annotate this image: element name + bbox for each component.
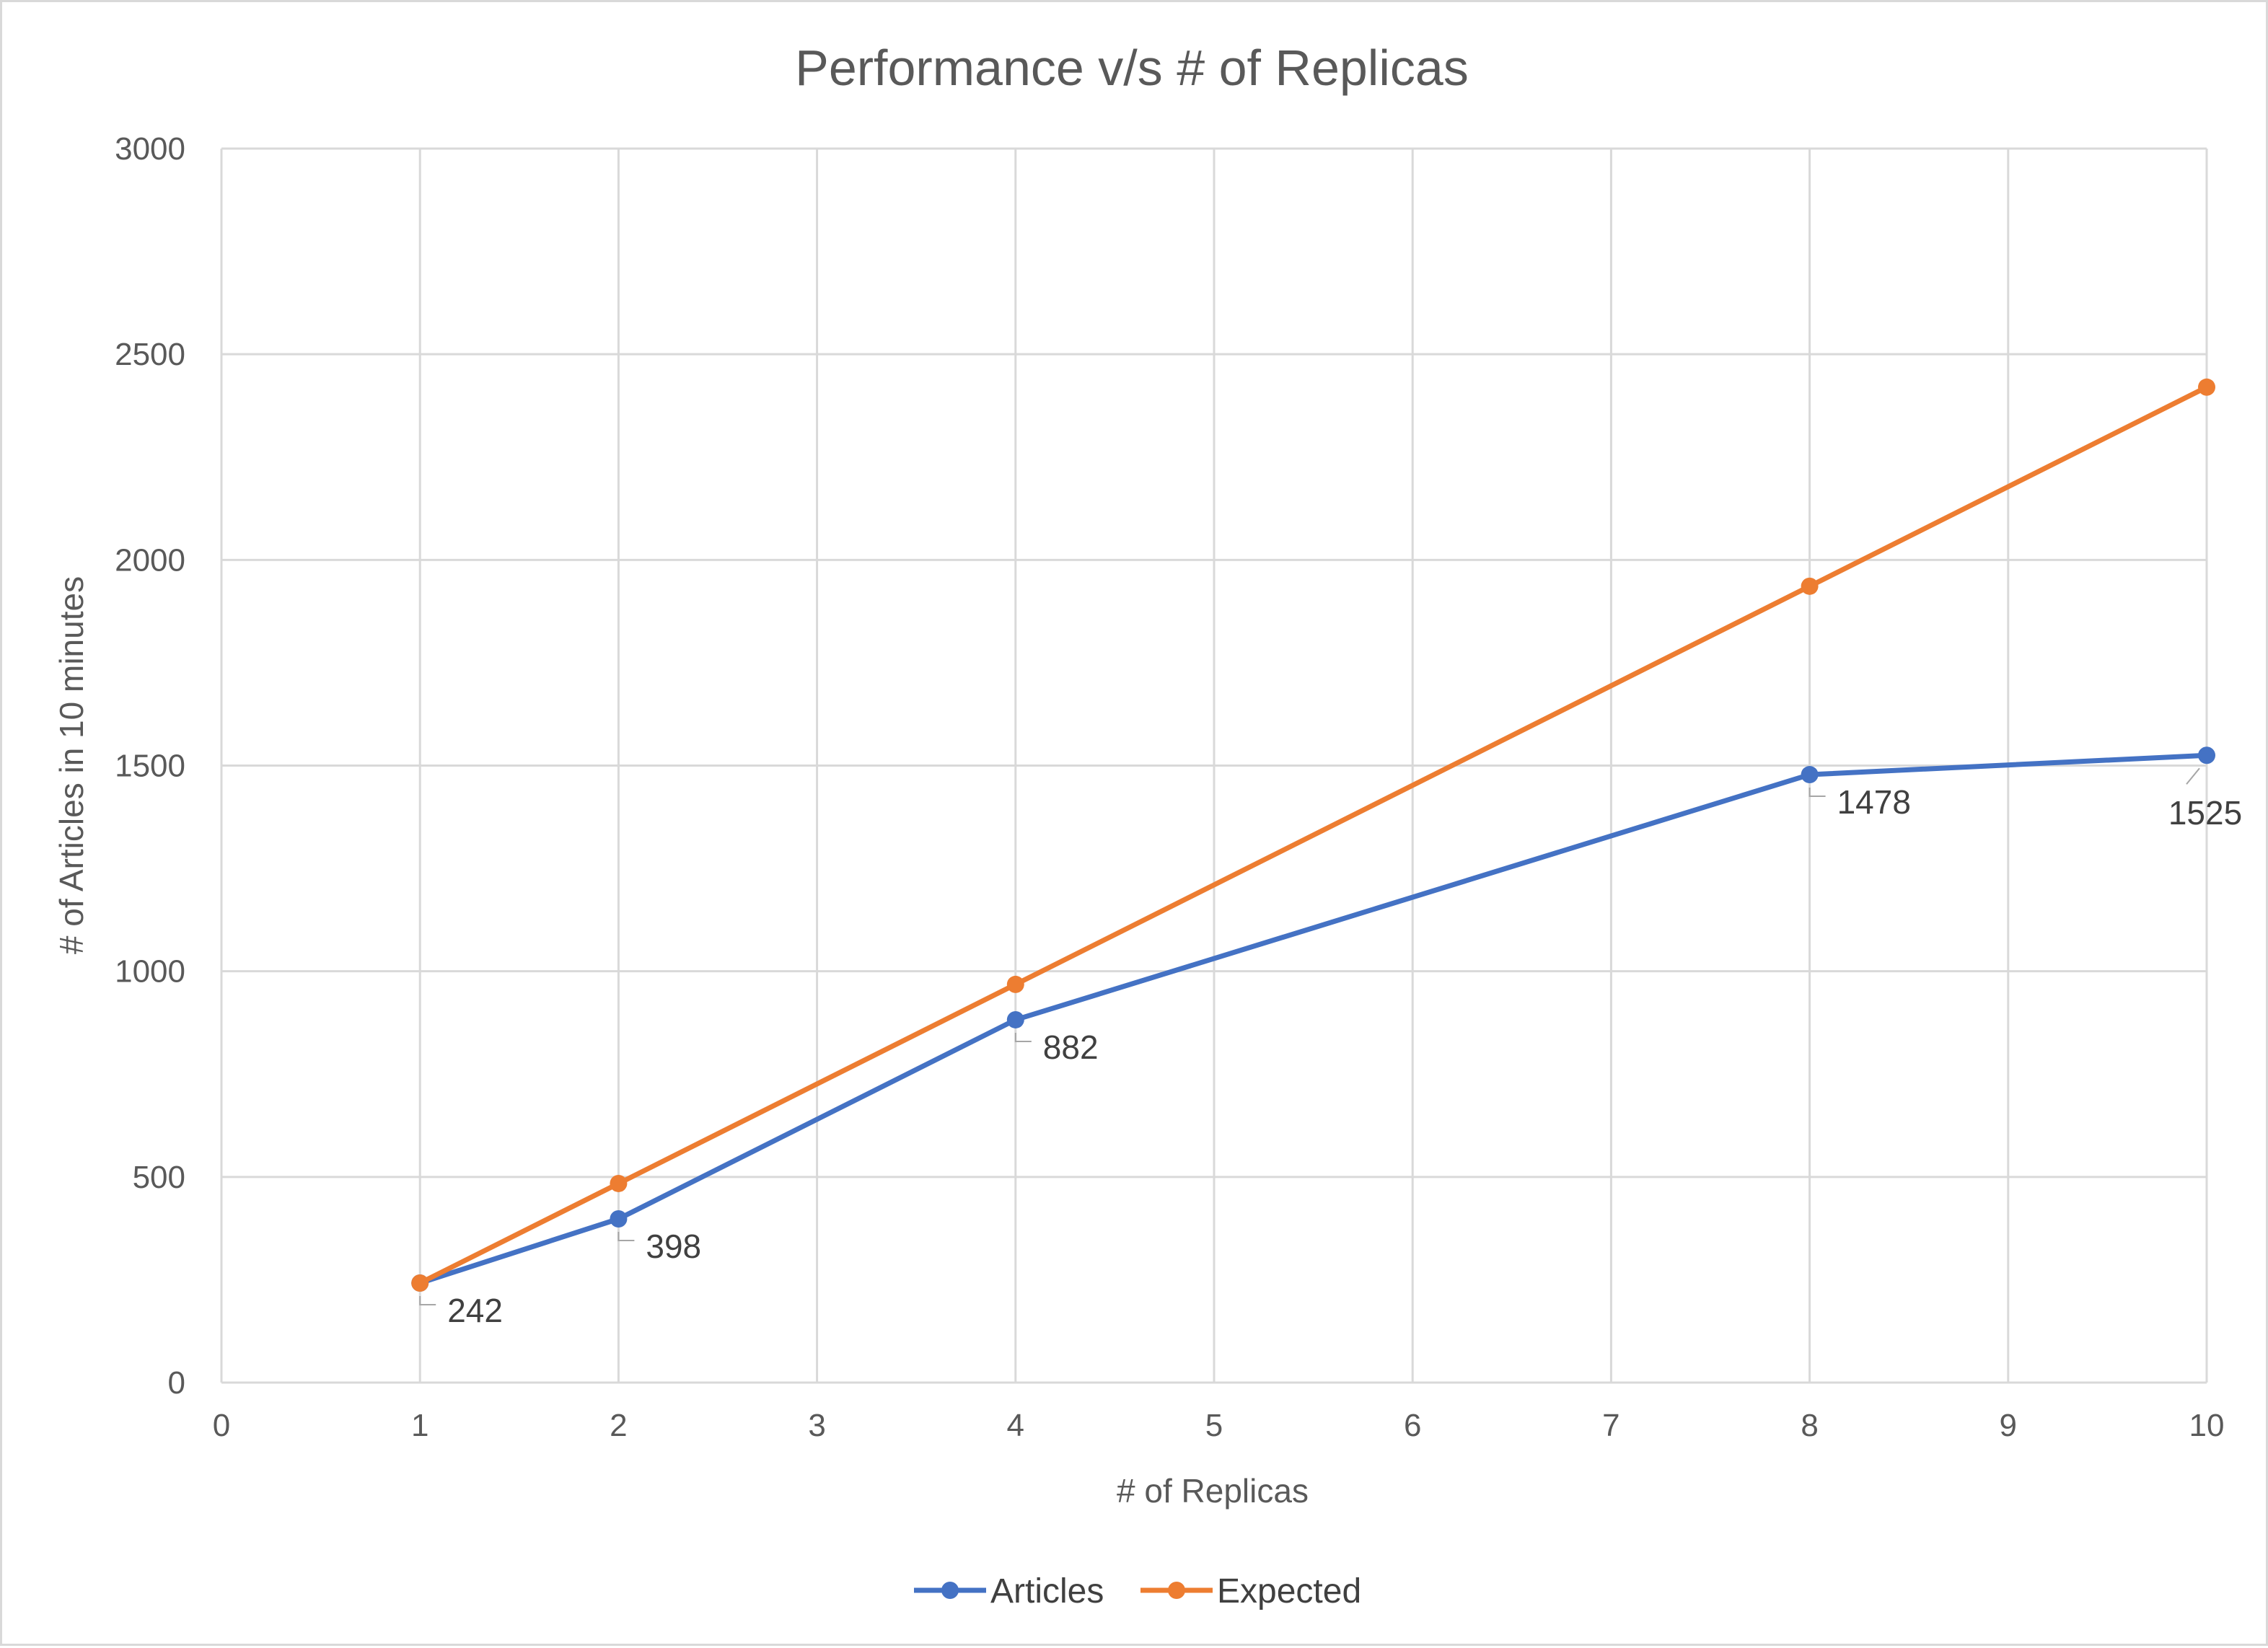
leader-line (1014, 1032, 1032, 1042)
x-tick-label: 6 (1404, 1408, 1421, 1443)
data-label-articles: 1525 (2168, 794, 2242, 832)
x-tick-label: 4 (1007, 1408, 1024, 1443)
grid (220, 147, 2208, 1384)
leader-line (617, 1232, 635, 1242)
y-tick-label: 1500 (115, 749, 185, 784)
x-tick-label: 9 (2000, 1408, 2017, 1443)
data-point-expected[interactable] (1006, 975, 1024, 993)
x-tick-label: 7 (1602, 1408, 1619, 1443)
data-label-articles: 242 (447, 1292, 503, 1329)
series-lines (411, 378, 2215, 1292)
x-tick-label: 8 (1801, 1408, 1818, 1443)
leader-line (1808, 788, 1826, 798)
data-point-articles[interactable] (1801, 766, 1819, 784)
legend-swatch-marker (941, 1582, 959, 1599)
data-point-expected[interactable] (411, 1274, 429, 1292)
x-axis-label: # of Replicas (1117, 1472, 1309, 1510)
data-point-expected[interactable] (1801, 577, 1819, 595)
series-articles (411, 746, 2215, 1292)
x-tick-label: 10 (2189, 1408, 2225, 1443)
legend-label: Expected (1217, 1572, 1361, 1610)
series-line-expected (417, 384, 2210, 1286)
legend-swatch-marker (1168, 1582, 1185, 1599)
legend-item-articles[interactable]: Articles (914, 1572, 1104, 1610)
data-label-articles: 398 (646, 1228, 701, 1265)
x-tick-label: 5 (1205, 1408, 1223, 1443)
leader-line (419, 1295, 436, 1305)
data-point-articles[interactable] (1006, 1010, 1024, 1028)
data-point-articles[interactable] (610, 1210, 628, 1228)
leader-line (2186, 767, 2200, 785)
x-tick-label: 1 (411, 1408, 428, 1443)
series-expected (411, 378, 2215, 1292)
x-tick-label: 2 (610, 1408, 627, 1443)
y-tick-label: 2500 (115, 337, 185, 372)
data-label-articles: 882 (1043, 1028, 1099, 1066)
legend-label: Articles (990, 1572, 1104, 1610)
legend: Articles Expected (914, 1572, 1361, 1610)
y-tick-label: 1000 (115, 954, 185, 990)
data-label-articles: 1478 (1837, 783, 1911, 821)
x-tick-label: 3 (808, 1408, 825, 1443)
y-axis-ticks: 0 500 1000 1500 2000 2500 3000 (115, 131, 185, 1401)
y-axis-label: # of Articles in 10 minutes (53, 576, 90, 954)
y-tick-label: 3000 (115, 131, 185, 167)
y-tick-label: 2000 (115, 542, 185, 578)
y-tick-label: 0 (168, 1365, 185, 1401)
x-axis-ticks: 0 1 2 3 4 5 6 7 8 9 10 (213, 1408, 2225, 1443)
chart-title: Performance v/s # of Replicas (795, 40, 1469, 96)
y-tick-label: 500 (133, 1160, 185, 1195)
data-point-articles[interactable] (2198, 746, 2215, 764)
x-tick-label: 0 (213, 1408, 230, 1443)
data-point-expected[interactable] (2198, 378, 2215, 396)
data-point-expected[interactable] (610, 1174, 628, 1192)
data-labels: 242 398 882 1478 1525 (419, 767, 2242, 1329)
legend-item-expected[interactable]: Expected (1140, 1572, 1361, 1610)
